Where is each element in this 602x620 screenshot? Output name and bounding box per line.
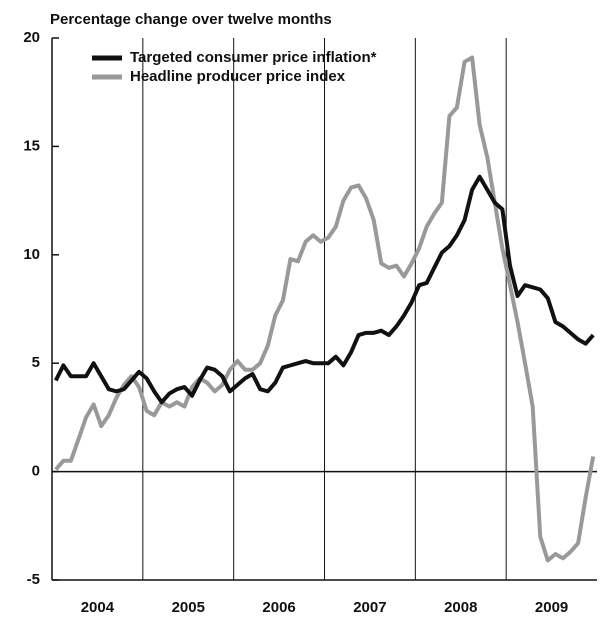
x-tick-label: 2006: [262, 599, 295, 616]
legend-label: Headline producer price index: [130, 68, 346, 85]
y-tick-label: 20: [23, 29, 40, 46]
series-line: [54, 55, 596, 563]
y-tick-label: 15: [23, 137, 40, 154]
x-tick-label: 2007: [353, 599, 386, 616]
chart-title: Percentage change over twelve months: [50, 11, 332, 28]
series-line: [54, 174, 595, 405]
y-tick-label: 5: [32, 354, 40, 371]
y-tick-label: 10: [23, 246, 40, 263]
x-tick-label: 2009: [535, 599, 568, 616]
y-tick-label: 0: [32, 463, 40, 480]
x-tick-label: 2004: [81, 599, 115, 616]
x-tick-label: 2005: [172, 599, 205, 616]
legend-label: Targeted consumer price inflation*: [130, 49, 377, 66]
y-tick-label: -5: [27, 571, 40, 588]
x-tick-label: 2008: [444, 599, 477, 616]
